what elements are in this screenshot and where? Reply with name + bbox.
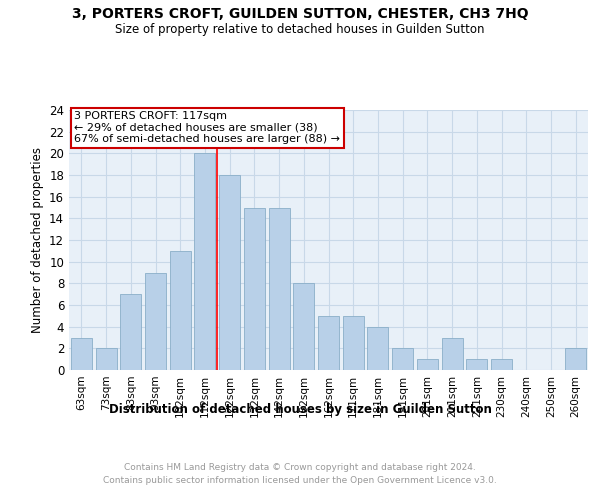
Bar <box>194 154 215 370</box>
Bar <box>95 348 116 370</box>
Bar <box>269 208 290 370</box>
Bar <box>219 175 240 370</box>
Bar <box>565 348 586 370</box>
Bar <box>293 284 314 370</box>
Bar <box>343 316 364 370</box>
Bar <box>442 338 463 370</box>
Bar <box>120 294 141 370</box>
Bar <box>145 272 166 370</box>
Text: Contains HM Land Registry data © Crown copyright and database right 2024.: Contains HM Land Registry data © Crown c… <box>124 462 476 471</box>
Text: Contains public sector information licensed under the Open Government Licence v3: Contains public sector information licen… <box>103 476 497 485</box>
Bar <box>417 359 438 370</box>
Bar <box>466 359 487 370</box>
Text: Distribution of detached houses by size in Guilden Sutton: Distribution of detached houses by size … <box>109 402 491 415</box>
Bar <box>367 326 388 370</box>
Text: Size of property relative to detached houses in Guilden Sutton: Size of property relative to detached ho… <box>115 22 485 36</box>
Bar <box>491 359 512 370</box>
Bar <box>170 251 191 370</box>
Bar <box>318 316 339 370</box>
Bar <box>71 338 92 370</box>
Text: 3, PORTERS CROFT, GUILDEN SUTTON, CHESTER, CH3 7HQ: 3, PORTERS CROFT, GUILDEN SUTTON, CHESTE… <box>71 8 529 22</box>
Text: 3 PORTERS CROFT: 117sqm
← 29% of detached houses are smaller (38)
67% of semi-de: 3 PORTERS CROFT: 117sqm ← 29% of detache… <box>74 112 340 144</box>
Y-axis label: Number of detached properties: Number of detached properties <box>31 147 44 333</box>
Bar <box>244 208 265 370</box>
Bar <box>392 348 413 370</box>
